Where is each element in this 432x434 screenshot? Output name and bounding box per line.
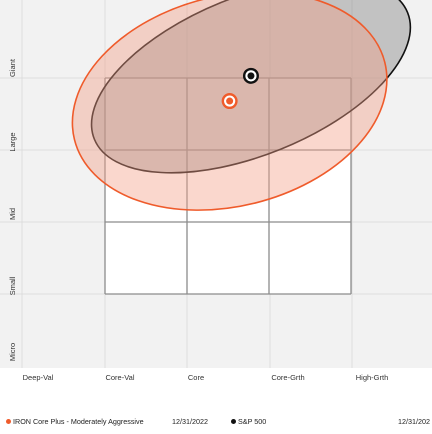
y-tick-label: Micro bbox=[8, 343, 17, 361]
style-box-grid bbox=[104, 77, 352, 295]
x-tick-label: Core bbox=[188, 373, 204, 382]
points bbox=[221, 67, 259, 110]
legend-portfolio-label: IRON Core Plus - Moderately Aggressive bbox=[13, 417, 144, 426]
style-box-background bbox=[105, 78, 351, 294]
y-axis-labels: Micro Small Mid Large Giant bbox=[8, 58, 17, 361]
legend-item-benchmark: S&P 500 bbox=[231, 417, 266, 426]
legend-benchmark-marker bbox=[231, 418, 236, 424]
legend-benchmark-date: 12/31/202 bbox=[398, 417, 430, 426]
x-axis-labels: Deep-Val Core-Val Core Core-Grth High-Grth bbox=[23, 373, 389, 382]
legend-portfolio-date: 12/31/2022 bbox=[172, 417, 208, 426]
y-tick-label: Small bbox=[8, 276, 17, 295]
legend-benchmark-label: S&P 500 bbox=[238, 417, 267, 426]
style-map-plot: Deep-Val Core-Val Core Core-Grth High-Grth M… bbox=[0, 0, 432, 382]
legend-item-portfolio: IRON Core Plus - Moderately Aggressive bbox=[6, 417, 144, 426]
legend: IRON Core Plus - Moderately Aggressive 1… bbox=[0, 414, 432, 430]
x-tick-label: Core-Val bbox=[105, 373, 134, 382]
x-tick-label: High-Grth bbox=[356, 373, 389, 382]
legend-portfolio-marker bbox=[6, 418, 11, 424]
y-tick-label: Mid bbox=[8, 208, 17, 220]
x-tick-label: Deep-Val bbox=[23, 373, 54, 382]
benchmark-point bbox=[242, 67, 259, 84]
portfolio-point bbox=[221, 93, 238, 110]
y-tick-label: Large bbox=[8, 132, 17, 151]
y-tick-label: Giant bbox=[8, 58, 17, 77]
x-tick-label: Core-Grth bbox=[271, 373, 304, 382]
